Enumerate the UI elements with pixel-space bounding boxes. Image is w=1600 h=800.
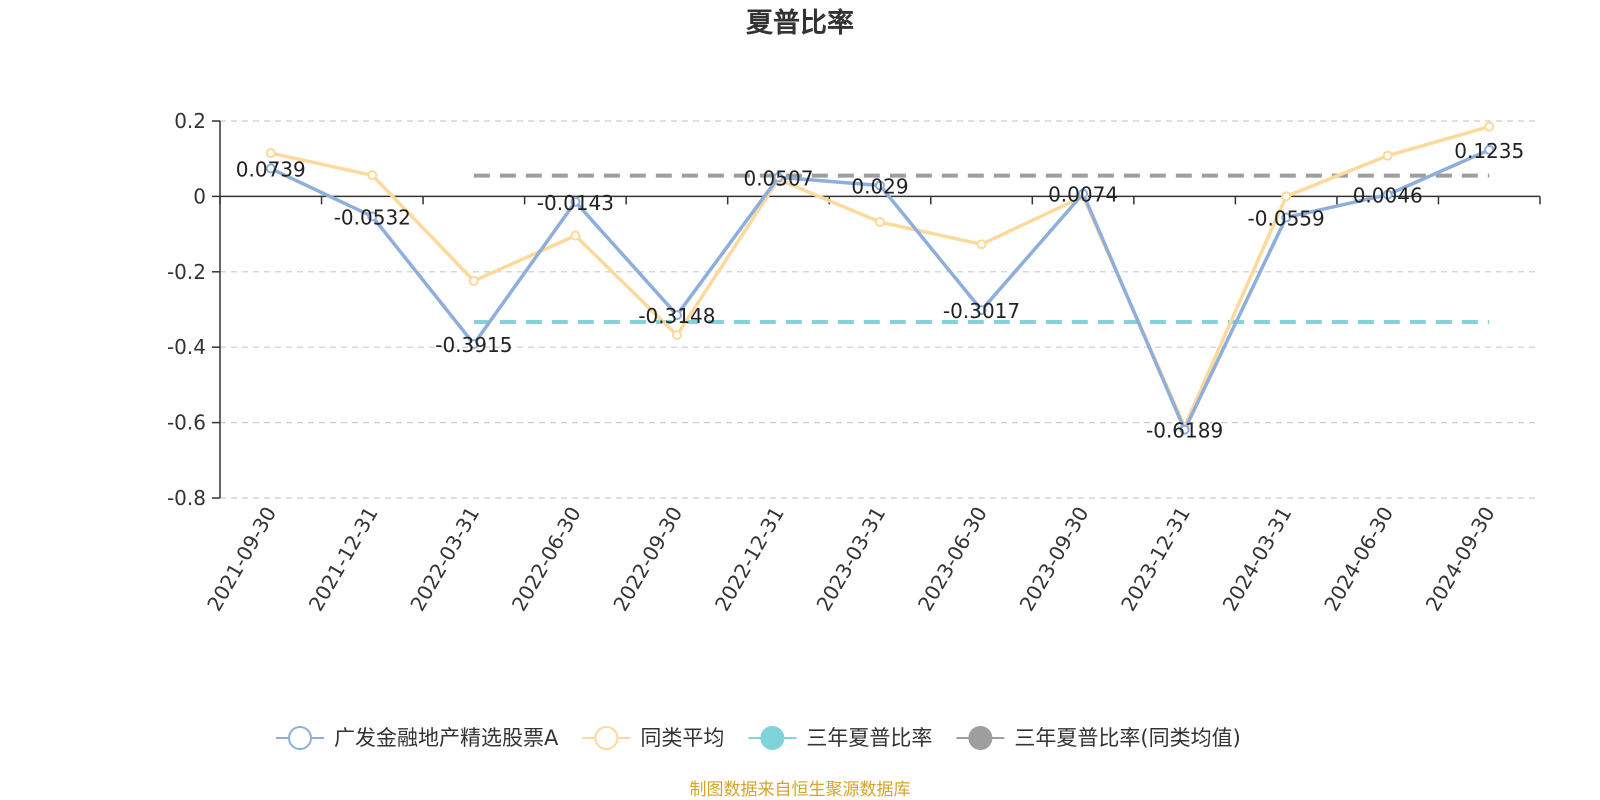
x-tick-label: 2021-12-31 [304,503,383,616]
data-point [976,239,987,250]
x-tick-label: 2023-12-31 [1116,503,1195,616]
data-labels: 0.0739 -0.0532 -0.3915 -0.0143 -0.3148 0.0507… [236,139,1524,443]
data-label: 0.0046 [1353,184,1423,208]
data-point [367,211,378,222]
y-tick-label: -0.2 [167,260,206,284]
data-point [1281,191,1292,202]
data-label: 0.029 [851,174,908,198]
data-label: -0.3915 [435,333,512,357]
data-point [1078,188,1089,199]
data-label: -0.0559 [1248,206,1325,230]
legend-swatch-marker [760,726,785,750]
data-point [1484,144,1495,155]
data-point [976,305,987,316]
legend-item[interactable]: 广发金融地产精选股票A [276,726,559,750]
data-point [773,172,784,183]
legend-label: 三年夏普比率 [806,726,932,750]
legend-swatch-marker [968,726,993,750]
data-point [1281,212,1292,223]
x-tick-label: 2022-09-30 [608,503,687,616]
legend-label: 三年夏普比率(同类均值) [1014,726,1240,750]
grid-lines [220,120,1540,499]
data-label: 0.0074 [1048,183,1118,207]
data-label: -0.3148 [638,304,715,328]
series-lines [265,121,1495,435]
x-tick-label: 2022-12-31 [710,503,789,616]
data-point [265,148,276,159]
legend-item[interactable]: 同类平均 [582,726,724,750]
x-tick-label: 2021-09-30 [202,503,281,616]
y-tick-label: -0.4 [167,335,206,359]
data-label: 0.0739 [236,158,306,182]
data-point [1382,189,1393,200]
legend[interactable]: 广发金融地产精选股票A 同类平均 三年夏普比率 三年夏普比率(同类均值) [276,726,1241,750]
chart-title: 夏普比率 [746,7,854,39]
data-point [265,163,276,174]
data-point [1484,121,1495,132]
data-point [671,330,682,341]
y-tick-label: 0.2 [174,109,206,133]
data-point [1382,150,1393,161]
data-point [875,217,885,228]
x-tick-label: 2023-06-30 [913,503,992,616]
data-label: -0.0532 [334,205,411,229]
x-tick-label: 2022-06-30 [507,503,586,616]
data-label: 0.0507 [743,166,813,190]
x-tick-label: 2022-03-31 [405,503,484,616]
data-label: -0.6189 [1146,419,1223,443]
x-tick-label: 2023-03-31 [811,503,890,616]
data-label: 0.1235 [1454,139,1524,163]
legend-label: 广发金融地产精选股票A [334,726,559,750]
y-tick-label: 0 [193,184,206,208]
reference-lines [473,173,1490,324]
data-label: -0.3017 [943,299,1020,323]
data-point [468,338,479,349]
x-tick-label: 2023-09-30 [1015,503,1094,616]
y-tick-label: -0.6 [167,411,206,435]
legend-swatch-marker [288,726,312,750]
data-point [1179,424,1190,435]
data-point [875,180,885,191]
x-tick-label: 2024-06-30 [1319,503,1398,616]
y-axis: 0.2 0 -0.2 -0.4 -0.6 -0.8 [167,109,221,510]
source-note: 制图数据来自恒生聚源数据库 [690,780,911,800]
legend-item[interactable]: 三年夏普比率(同类均值) [956,726,1241,750]
x-tick-label: 2024-09-30 [1421,503,1500,616]
data-label: -0.0143 [537,191,614,215]
data-point [468,275,479,286]
data-point [570,196,581,207]
x-axis: 2021-09-30 2021-12-31 2022-03-31 2022-06-30… [202,195,1541,616]
data-point [570,230,581,241]
series-line [270,124,1490,429]
x-tick-label: 2024-03-31 [1218,503,1297,616]
legend-label: 同类平均 [640,726,724,750]
legend-swatch-marker [594,726,619,750]
data-point [367,170,378,181]
legend-item[interactable]: 三年夏普比率 [748,726,932,750]
data-point [671,310,682,321]
y-tick-label: -0.8 [167,486,206,510]
